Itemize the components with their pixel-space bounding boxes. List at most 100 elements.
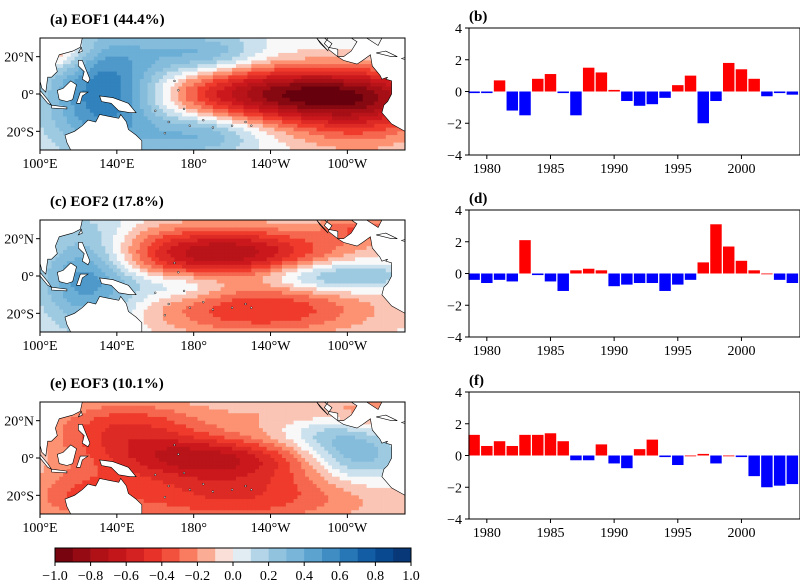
pc-bar bbox=[570, 455, 582, 461]
pc-bar bbox=[761, 273, 773, 275]
map-y-tick-label: 20°N bbox=[4, 415, 34, 430]
pc1-bar-chart: (b) −4 −2 0 2 4 1980 1985 1990 1995 2000 bbox=[447, 9, 800, 175]
pc-bar bbox=[722, 246, 735, 274]
pc-bar bbox=[773, 455, 786, 486]
pc-y-tick-label: −4 bbox=[447, 149, 462, 164]
colorbar-swatch bbox=[144, 548, 163, 562]
colorbar-swatch bbox=[339, 548, 358, 562]
pc-bar bbox=[722, 62, 735, 92]
eof2-map-panel: (c) EOF2 (17.8%) 100°E 140°E 180° 140°W 100°… bbox=[4, 194, 406, 354]
pc-y-tick-label: 2 bbox=[455, 236, 462, 251]
map-x-tick-label: 140°E bbox=[99, 521, 134, 536]
colorbar-tick-label: −0.8 bbox=[78, 569, 103, 584]
map-x-tick-label: 100°E bbox=[22, 157, 57, 172]
pc-bar bbox=[761, 455, 773, 488]
colorbar-swatch bbox=[250, 548, 269, 562]
pc-bar bbox=[468, 434, 480, 456]
colorbar-swatch bbox=[357, 548, 376, 562]
pc-bar bbox=[735, 455, 748, 458]
eof3-axes: 100°E 140°E 180° 140°W 100°W 20°N 0° 20°S bbox=[4, 401, 406, 536]
pc-y-tick-label: 4 bbox=[455, 204, 462, 219]
colorbar-swatch bbox=[72, 548, 91, 562]
eof1-field bbox=[40, 38, 405, 150]
colorbar-swatch bbox=[322, 548, 341, 562]
map-y-tick-label: 20°N bbox=[4, 233, 34, 248]
colorbar-tick-label: 0.4 bbox=[295, 569, 313, 584]
pc-y-tick-label: 4 bbox=[455, 386, 462, 401]
eof1-map-title: (a) EOF1 (44.4%) bbox=[50, 12, 165, 28]
colorbar: −1.0 −0.8 −0.6 −0.4 −0.2 0.0 0.2 0.4 0.6 0.8 1.0 bbox=[42, 547, 420, 584]
pc-bar bbox=[786, 91, 799, 95]
pc-bar bbox=[506, 91, 519, 111]
colorbar-tick-label: −0.4 bbox=[149, 569, 174, 584]
pc-y-tick-label: 0 bbox=[455, 268, 462, 283]
pc-y-tick-label: −2 bbox=[447, 299, 462, 314]
colorbar-scale: −1.0 −0.8 −0.6 −0.4 −0.2 0.0 0.2 0.4 0.6 0.8 1.0 bbox=[42, 547, 420, 584]
pc-y-tick-label: −2 bbox=[447, 481, 462, 496]
pc2-plot-area: −4 −2 0 2 4 1980 1985 1990 1995 2000 bbox=[447, 204, 800, 357]
pc-bar bbox=[468, 273, 480, 280]
colorbar-swatch bbox=[161, 548, 180, 562]
pc-bar bbox=[595, 270, 608, 274]
map-y-tick-label: 20°S bbox=[7, 125, 34, 140]
pc-bar bbox=[672, 85, 684, 92]
colorbar-tick-label: −0.2 bbox=[185, 569, 210, 584]
map-y-tick-label: 20°N bbox=[4, 51, 34, 66]
pc-bar bbox=[570, 91, 582, 116]
map-x-tick-label: 140°W bbox=[251, 521, 292, 536]
pc-bar bbox=[697, 453, 709, 456]
pc-bar bbox=[481, 91, 493, 94]
pc-bar bbox=[532, 434, 544, 456]
pc-x-tick-label: 1980 bbox=[473, 526, 501, 539]
pc-bar bbox=[532, 78, 544, 92]
colorbar-swatch bbox=[304, 548, 323, 562]
map-x-tick-label: 140°W bbox=[251, 339, 292, 354]
pc-bar bbox=[659, 273, 671, 291]
pc-y-tick-label: 0 bbox=[455, 450, 462, 465]
eof1-axes: 100°E 140°E 180° 140°W 100°W 20°N 0° 20°S bbox=[4, 37, 406, 172]
colorbar-swatch bbox=[108, 548, 127, 562]
pc-bar bbox=[544, 74, 557, 92]
pc-bar bbox=[684, 273, 697, 280]
pc-bar bbox=[748, 270, 760, 274]
colorbar-tick-label: 0.6 bbox=[331, 569, 349, 584]
pc-x-tick-label: 2000 bbox=[727, 526, 755, 539]
colorbar-tick-label: 0.8 bbox=[367, 569, 385, 584]
pc-x-tick-label: 1990 bbox=[600, 162, 628, 175]
pc-bar bbox=[506, 273, 519, 282]
eof1-map-panel: (a) EOF1 (44.4%) 100°E 140°E 180° 140°W 100°… bbox=[4, 12, 406, 172]
pc-bar bbox=[519, 91, 531, 116]
map-x-tick-label: 100°W bbox=[327, 339, 368, 354]
eof2-map-title: (c) EOF2 (17.8%) bbox=[50, 194, 164, 210]
colorbar-swatch bbox=[215, 548, 234, 562]
colorbar-swatch bbox=[268, 548, 287, 562]
map-x-tick-label: 100°W bbox=[327, 521, 368, 536]
pc-bar bbox=[735, 260, 748, 274]
map-x-tick-label: 180° bbox=[180, 339, 207, 354]
pc-bar bbox=[506, 445, 519, 456]
pc-y-tick-label: 0 bbox=[455, 86, 462, 101]
pc-bar bbox=[519, 434, 531, 456]
pc-x-tick-label: 1980 bbox=[473, 162, 501, 175]
pc-bar bbox=[710, 91, 722, 102]
colorbar-tick-label: −0.6 bbox=[113, 569, 138, 584]
map-x-tick-label: 140°E bbox=[99, 339, 134, 354]
map-x-tick-label: 100°E bbox=[22, 339, 57, 354]
pc-x-tick-label: 1985 bbox=[536, 344, 564, 357]
pc-bar bbox=[544, 273, 557, 282]
pc-x-tick-label: 1985 bbox=[536, 526, 564, 539]
pc-x-tick-label: 1990 bbox=[600, 344, 628, 357]
pc-bar bbox=[582, 67, 595, 92]
pc-bar bbox=[468, 91, 480, 94]
pc-bar bbox=[735, 69, 748, 92]
pc-bar bbox=[672, 273, 684, 285]
pc-bar bbox=[493, 80, 506, 92]
pc-bar bbox=[570, 270, 582, 274]
pc-bar bbox=[493, 273, 506, 280]
pc1-chart-title: (b) bbox=[469, 9, 487, 25]
pc-x-tick-label: 1990 bbox=[600, 526, 628, 539]
colorbar-swatch bbox=[197, 548, 216, 562]
pc-bar bbox=[761, 91, 773, 97]
pc-bar bbox=[672, 455, 684, 466]
pc-bar bbox=[582, 268, 595, 274]
